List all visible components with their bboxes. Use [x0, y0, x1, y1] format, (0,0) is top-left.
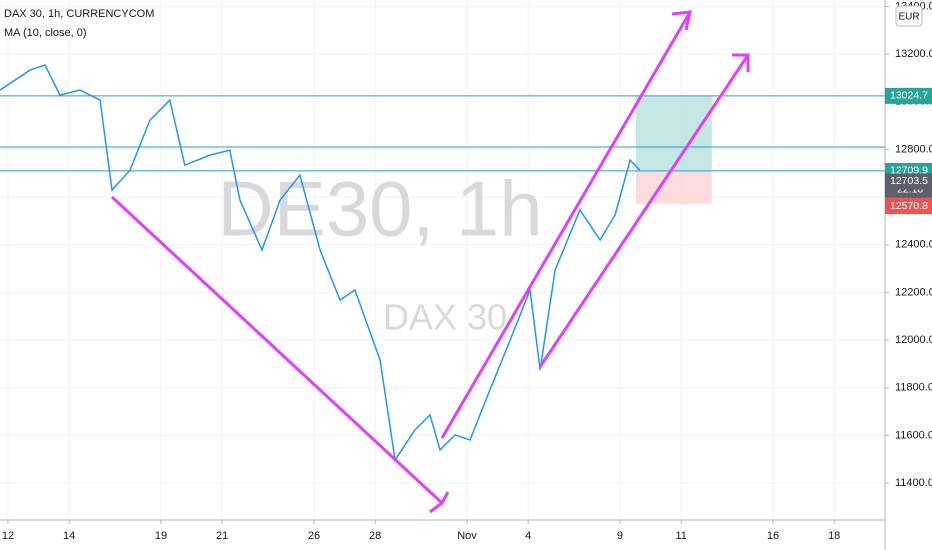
currency[interactable]: EUR: [898, 12, 919, 23]
x-tick-label: 21: [216, 530, 228, 542]
y-tick-label: 12400.0: [895, 239, 932, 251]
trend-line: [429, 491, 450, 514]
arrow-head: [732, 53, 750, 72]
y-tick-label: 13200.0: [895, 48, 932, 60]
x-tick-label: 9: [617, 530, 623, 542]
y-tick-label: 12000.0: [895, 334, 932, 346]
x-tick-label: 26: [308, 530, 320, 542]
trend-line: [110, 195, 444, 505]
chart-title: DAX 30, 1h, CURRENCYCOM: [4, 8, 154, 20]
x-tick-label: Nov: [457, 530, 477, 542]
arrow-head: [671, 10, 692, 31]
channel-line: [440, 11, 692, 439]
x-tick-label: 14: [63, 530, 75, 542]
x-tick-label: 18: [828, 530, 840, 542]
y-tick-label: 11400.0: [895, 477, 932, 489]
x-tick-label: 19: [155, 530, 167, 542]
y-tick-label: 11800.0: [895, 382, 932, 394]
price-label: 12703.5: [890, 175, 928, 187]
plot: [0, 64, 885, 462]
indicator-label: MA (10, close, 0): [4, 27, 87, 39]
price-label: 12570.8: [890, 200, 928, 212]
x-tick-label: 16: [767, 530, 779, 542]
price-label-bg: [885, 198, 932, 215]
currency-box[interactable]: [895, 5, 923, 27]
y-tick-label: 12200.0: [895, 286, 932, 298]
watermark-sub: DAX 30: [383, 297, 507, 338]
channel-line: [538, 54, 750, 368]
x-tick-label: 28: [369, 530, 381, 542]
x-tick-label: 12: [2, 530, 14, 542]
x-tick-label: 11: [675, 530, 686, 542]
drawings: [110, 10, 750, 514]
watermark: DE30, 1h: [217, 165, 542, 253]
position-zone: [635, 95, 712, 171]
price-line: [0, 64, 641, 462]
grid: [0, 0, 885, 520]
price-label-bg: [885, 173, 932, 190]
price-label: 13024.7: [890, 90, 928, 102]
position-zone: [635, 170, 712, 205]
price-label-bg: [885, 87, 932, 104]
y-tick-label: 12800.0: [895, 143, 932, 155]
x-tick-label: 4: [525, 530, 531, 542]
y-tick-label: 11600.0: [895, 429, 932, 441]
